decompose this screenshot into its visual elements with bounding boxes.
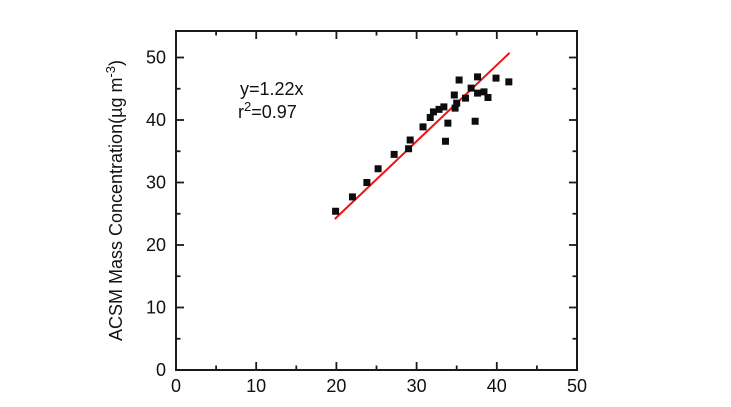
data-point — [426, 114, 434, 121]
data-point — [429, 108, 437, 116]
x-axis-tick-label: 10 — [246, 376, 266, 396]
x-axis-tick-label: 20 — [326, 376, 346, 396]
data-point — [332, 207, 340, 215]
data-point — [480, 88, 488, 96]
y-axis-title: ACSM Mass Concentration(µg m-3) — [103, 60, 126, 341]
data-point — [451, 104, 459, 112]
data-point — [440, 103, 448, 111]
data-point — [484, 94, 492, 101]
data-point — [492, 74, 500, 82]
data-point — [467, 84, 475, 92]
data-point — [441, 137, 449, 145]
y-axis-tick-label: 10 — [146, 298, 166, 318]
data-point — [406, 136, 414, 144]
data-point — [405, 145, 413, 153]
x-axis-tick-label: 30 — [407, 376, 427, 396]
data-point — [471, 117, 479, 125]
annotation-equation: y=1.22x — [240, 79, 304, 99]
x-axis-tick-label: 0 — [171, 376, 181, 396]
data-point — [462, 94, 470, 102]
plot-frame — [175, 30, 578, 371]
annotation-r-squared: r2=0.97 — [238, 99, 297, 122]
x-axis-tick-label: 40 — [487, 376, 507, 396]
y-axis-tick-label: 40 — [146, 110, 166, 130]
data-point — [374, 165, 382, 173]
fit-line — [334, 52, 511, 220]
data-point — [474, 89, 482, 97]
y-axis-tick-label: 20 — [146, 235, 166, 255]
y-axis-tick-label: 30 — [146, 173, 166, 193]
y-axis-tick-label: 50 — [146, 48, 166, 68]
data-point — [505, 78, 513, 86]
data-point — [435, 105, 443, 113]
data-point — [474, 73, 482, 81]
data-point — [419, 123, 427, 131]
data-point — [453, 99, 461, 107]
data-point — [450, 91, 458, 99]
x-axis-tick-label: 50 — [567, 376, 587, 396]
data-point — [444, 119, 452, 127]
data-point — [363, 179, 371, 186]
data-point — [348, 193, 356, 201]
data-point — [390, 150, 398, 158]
data-point — [455, 76, 463, 84]
y-axis-tick-label: 0 — [156, 360, 166, 380]
